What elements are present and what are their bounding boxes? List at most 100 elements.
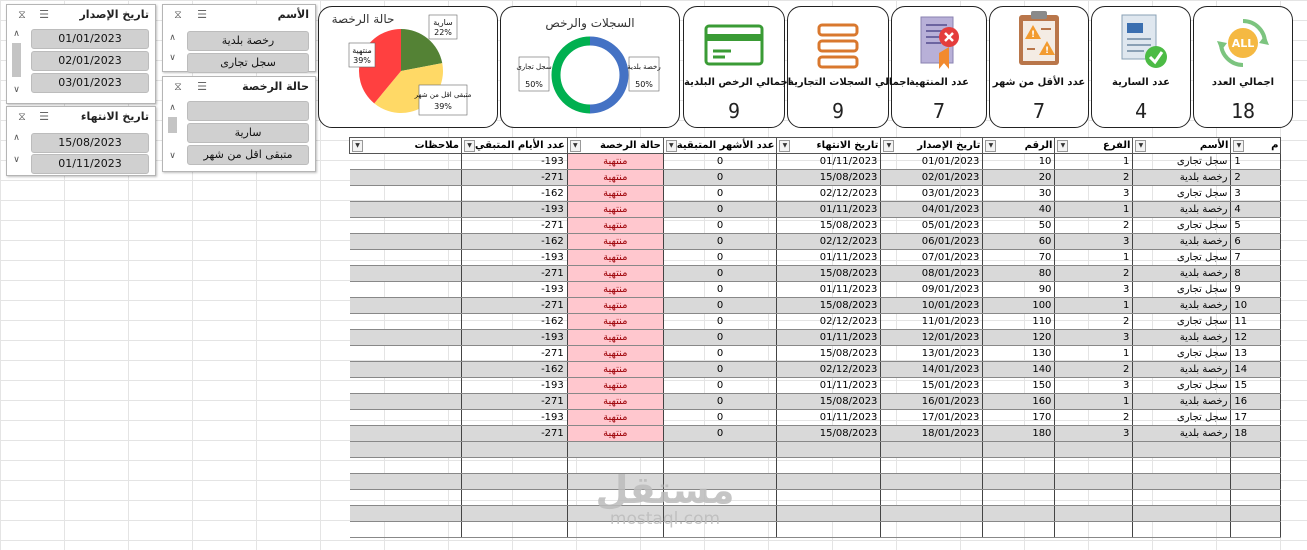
cell-notes[interactable] [349,185,462,202]
cell-notes[interactable] [349,313,462,330]
cell-issue[interactable]: 01/01/2023 [880,153,984,170]
kpi-card-less-than-month[interactable]: ! ! عدد الأقل من شهر 7 [989,6,1089,128]
cell-expiry[interactable]: 01/11/2023 [776,281,882,298]
cell-number[interactable]: 160 [982,393,1056,410]
cell-name[interactable]: سجل تجارى [1132,185,1232,202]
slicer-item[interactable]: 02/01/2023 [31,51,149,71]
cell-empty[interactable] [567,489,664,506]
kpi-card-expired[interactable]: عدد المنتهية 7 [891,6,987,128]
cell-name[interactable]: سجل تجارى [1132,345,1232,362]
cell-days[interactable]: -193 [461,281,568,298]
cell-empty[interactable] [776,521,882,538]
scroll-up-icon[interactable]: ∧ [13,133,20,143]
clear-filter-icon[interactable]: ⧖ [18,110,26,123]
cell-empty[interactable] [1230,457,1282,474]
cell-empty[interactable] [982,441,1056,458]
cell-number[interactable]: 90 [982,281,1056,298]
cell-issue[interactable]: 06/01/2023 [880,233,984,250]
cell-empty[interactable] [982,489,1056,506]
cell-months[interactable]: 0 [663,217,778,234]
header-number[interactable]: ▼ الرقم [982,137,1056,154]
cell-name[interactable]: سجل تجارى [1132,313,1232,330]
cell-empty[interactable] [349,457,462,474]
kpi-card-commercial-records[interactable]: اجمالي السجلات التجارية 9 [787,6,910,128]
cell-number[interactable]: 10 [982,153,1056,170]
cell-expiry[interactable]: 02/12/2023 [776,361,882,378]
cell-status[interactable]: منتهية [567,425,664,442]
header-months[interactable]: ▼ عدد الأشهر المتبقية [662,137,778,154]
filter-dropdown-icon[interactable]: ▼ [1233,139,1245,152]
cell-number[interactable]: 140 [982,361,1056,378]
cell-branch[interactable]: 1 [1054,297,1134,314]
cell-notes[interactable] [349,217,462,234]
cell-days[interactable]: -271 [461,393,568,410]
cell-name[interactable]: سجل تجارى [1132,377,1232,394]
cell-empty[interactable] [880,473,984,490]
cell-months[interactable]: 0 [663,329,778,346]
scroll-down-icon[interactable]: ∨ [13,85,20,95]
cell-name[interactable]: رخصة بلدية [1132,361,1232,378]
scroll-down-icon[interactable]: ∨ [169,151,176,161]
cell-empty[interactable] [1054,505,1134,522]
cell-branch[interactable]: 2 [1054,169,1134,186]
cell-days[interactable]: -271 [461,265,568,282]
cell-days[interactable]: -271 [461,297,568,314]
records-donut-chart[interactable]: السجلات والرخص رخصة بلدية 50% سجل تجارى … [501,7,679,127]
chart-card-license-status[interactable]: حالة الرخصة سارية 22% منتهية 39% متبقى ا… [318,6,498,128]
cell-months[interactable]: 0 [663,201,778,218]
cell-expiry[interactable]: 15/08/2023 [776,425,882,442]
cell-expiry[interactable]: 15/08/2023 [776,393,882,410]
cell-notes[interactable] [349,233,462,250]
cell-empty[interactable] [1230,473,1282,490]
cell-branch[interactable]: 3 [1054,425,1134,442]
cell-months[interactable]: 0 [663,409,778,426]
filter-dropdown-icon[interactable]: ▼ [569,139,581,152]
header-days[interactable]: ▼ عدد الأيام المتبقي [461,137,568,154]
cell-empty[interactable] [1230,521,1282,538]
cell-empty[interactable] [880,505,984,522]
cell-number[interactable]: 80 [982,265,1056,282]
cell-issue[interactable]: 13/01/2023 [880,345,984,362]
cell-empty[interactable] [1132,457,1232,474]
cell-expiry[interactable]: 15/08/2023 [776,265,882,282]
slicer-item[interactable]: 01/01/2023 [31,29,149,49]
cell-days[interactable]: -162 [461,185,568,202]
cell-empty[interactable] [1054,457,1134,474]
cell-months[interactable]: 0 [663,345,778,362]
cell-issue[interactable]: 08/01/2023 [880,265,984,282]
cell-m[interactable]: 7 [1230,249,1282,266]
cell-empty[interactable] [567,473,664,490]
cell-status[interactable]: منتهية [567,153,664,170]
cell-empty[interactable] [1230,489,1282,506]
cell-status[interactable]: منتهية [567,217,664,234]
cell-expiry[interactable]: 02/12/2023 [776,233,882,250]
cell-empty[interactable] [982,457,1056,474]
cell-branch[interactable]: 2 [1054,361,1134,378]
cell-issue[interactable]: 18/01/2023 [880,425,984,442]
cell-status[interactable]: منتهية [567,281,664,298]
cell-number[interactable]: 20 [982,169,1056,186]
cell-status[interactable]: منتهية [567,297,664,314]
cell-issue[interactable]: 02/01/2023 [880,169,984,186]
cell-issue[interactable]: 04/01/2023 [880,201,984,218]
cell-branch[interactable]: 1 [1054,201,1134,218]
cell-empty[interactable] [349,505,462,522]
cell-days[interactable]: -162 [461,361,568,378]
filter-dropdown-icon[interactable]: ▼ [665,139,677,152]
cell-m[interactable]: 15 [1230,377,1282,394]
scroll-down-icon[interactable]: ∨ [13,155,20,165]
slicer-item[interactable]: رخصة بلدية [187,31,309,51]
cell-days[interactable]: -193 [461,329,568,346]
cell-days[interactable]: -271 [461,425,568,442]
cell-empty[interactable] [1132,505,1232,522]
cell-name[interactable]: رخصة بلدية [1132,425,1232,442]
slicer-item[interactable]: سارية [187,123,309,143]
header-expiry[interactable]: ▼ تاريخ الانتهاء [776,137,882,154]
cell-empty[interactable] [461,441,568,458]
cell-notes[interactable] [349,281,462,298]
cell-branch[interactable]: 1 [1054,345,1134,362]
cell-empty[interactable] [1230,505,1282,522]
cell-name[interactable]: سجل تجارى [1132,409,1232,426]
cell-empty[interactable] [1054,441,1134,458]
header-m[interactable]: ▼ م [1230,137,1282,154]
